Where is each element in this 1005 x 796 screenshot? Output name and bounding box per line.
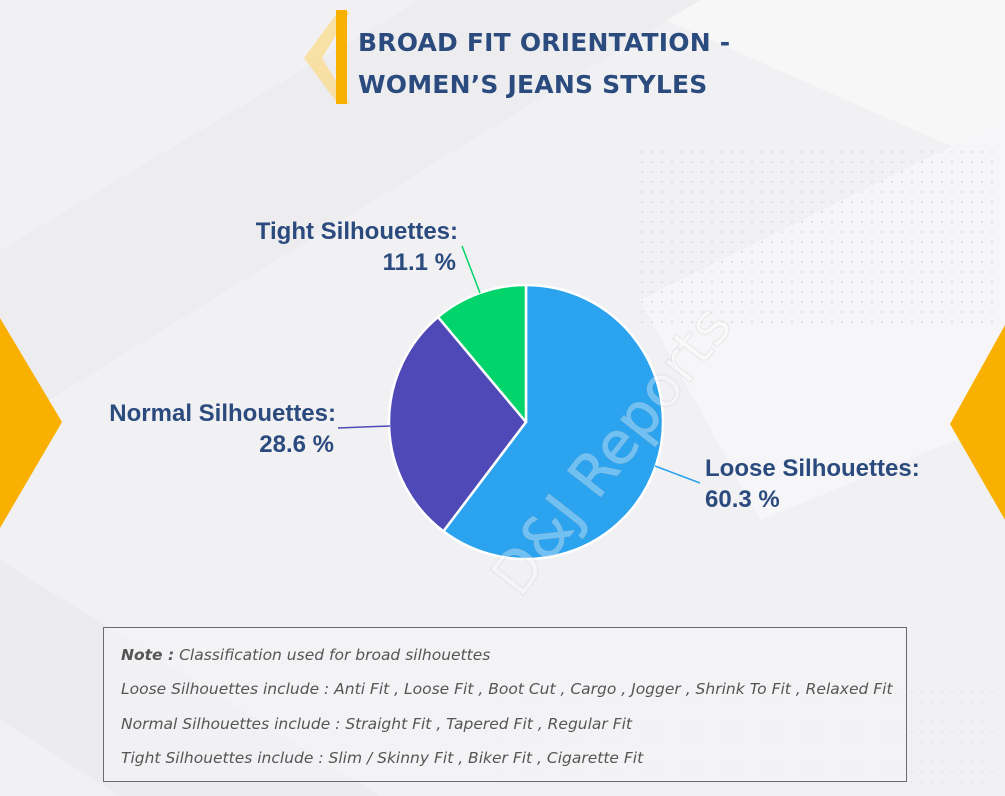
leader-line-tight	[461, 245, 481, 294]
leader-line-normal	[337, 425, 391, 429]
label-loose-value: 60.3 %	[705, 486, 780, 513]
note-text: Classification used for broad silhouette…	[174, 646, 491, 664]
page-title: BROAD FIT ORIENTATION - WOMEN’S JEANS ST…	[358, 22, 730, 106]
title-line-2: WOMEN’S JEANS STYLES	[358, 70, 708, 99]
note-line-normal: Normal Silhouettes include : Straight Fi…	[121, 714, 633, 733]
pie-slice-tight	[436, 283, 528, 424]
note-line-1: Note : Classification used for broad sil…	[121, 643, 906, 677]
label-normal-name: Normal Silhouettes:	[109, 400, 336, 427]
label-normal-value: 28.6 %	[259, 431, 334, 458]
note-box: Note : Classification used for broad sil…	[103, 627, 907, 782]
leader-line-loose	[654, 465, 701, 484]
label-loose-name: Loose Silhouettes:	[705, 455, 920, 482]
label-tight-value: 11.1 %	[383, 249, 456, 276]
note-line-tight: Tight Silhouettes include : Slim / Skinn…	[121, 748, 644, 767]
right-arrow-decoration	[950, 325, 1005, 520]
note-line-loose: Loose Silhouettes include : Anti Fit , L…	[121, 680, 893, 699]
label-tight-name: Tight Silhouettes:	[256, 218, 458, 245]
title-line-1: BROAD FIT ORIENTATION -	[358, 28, 731, 57]
title-chevron-icon	[304, 10, 350, 104]
left-arrow-decoration	[0, 318, 62, 528]
note-label: Note :	[121, 646, 175, 664]
